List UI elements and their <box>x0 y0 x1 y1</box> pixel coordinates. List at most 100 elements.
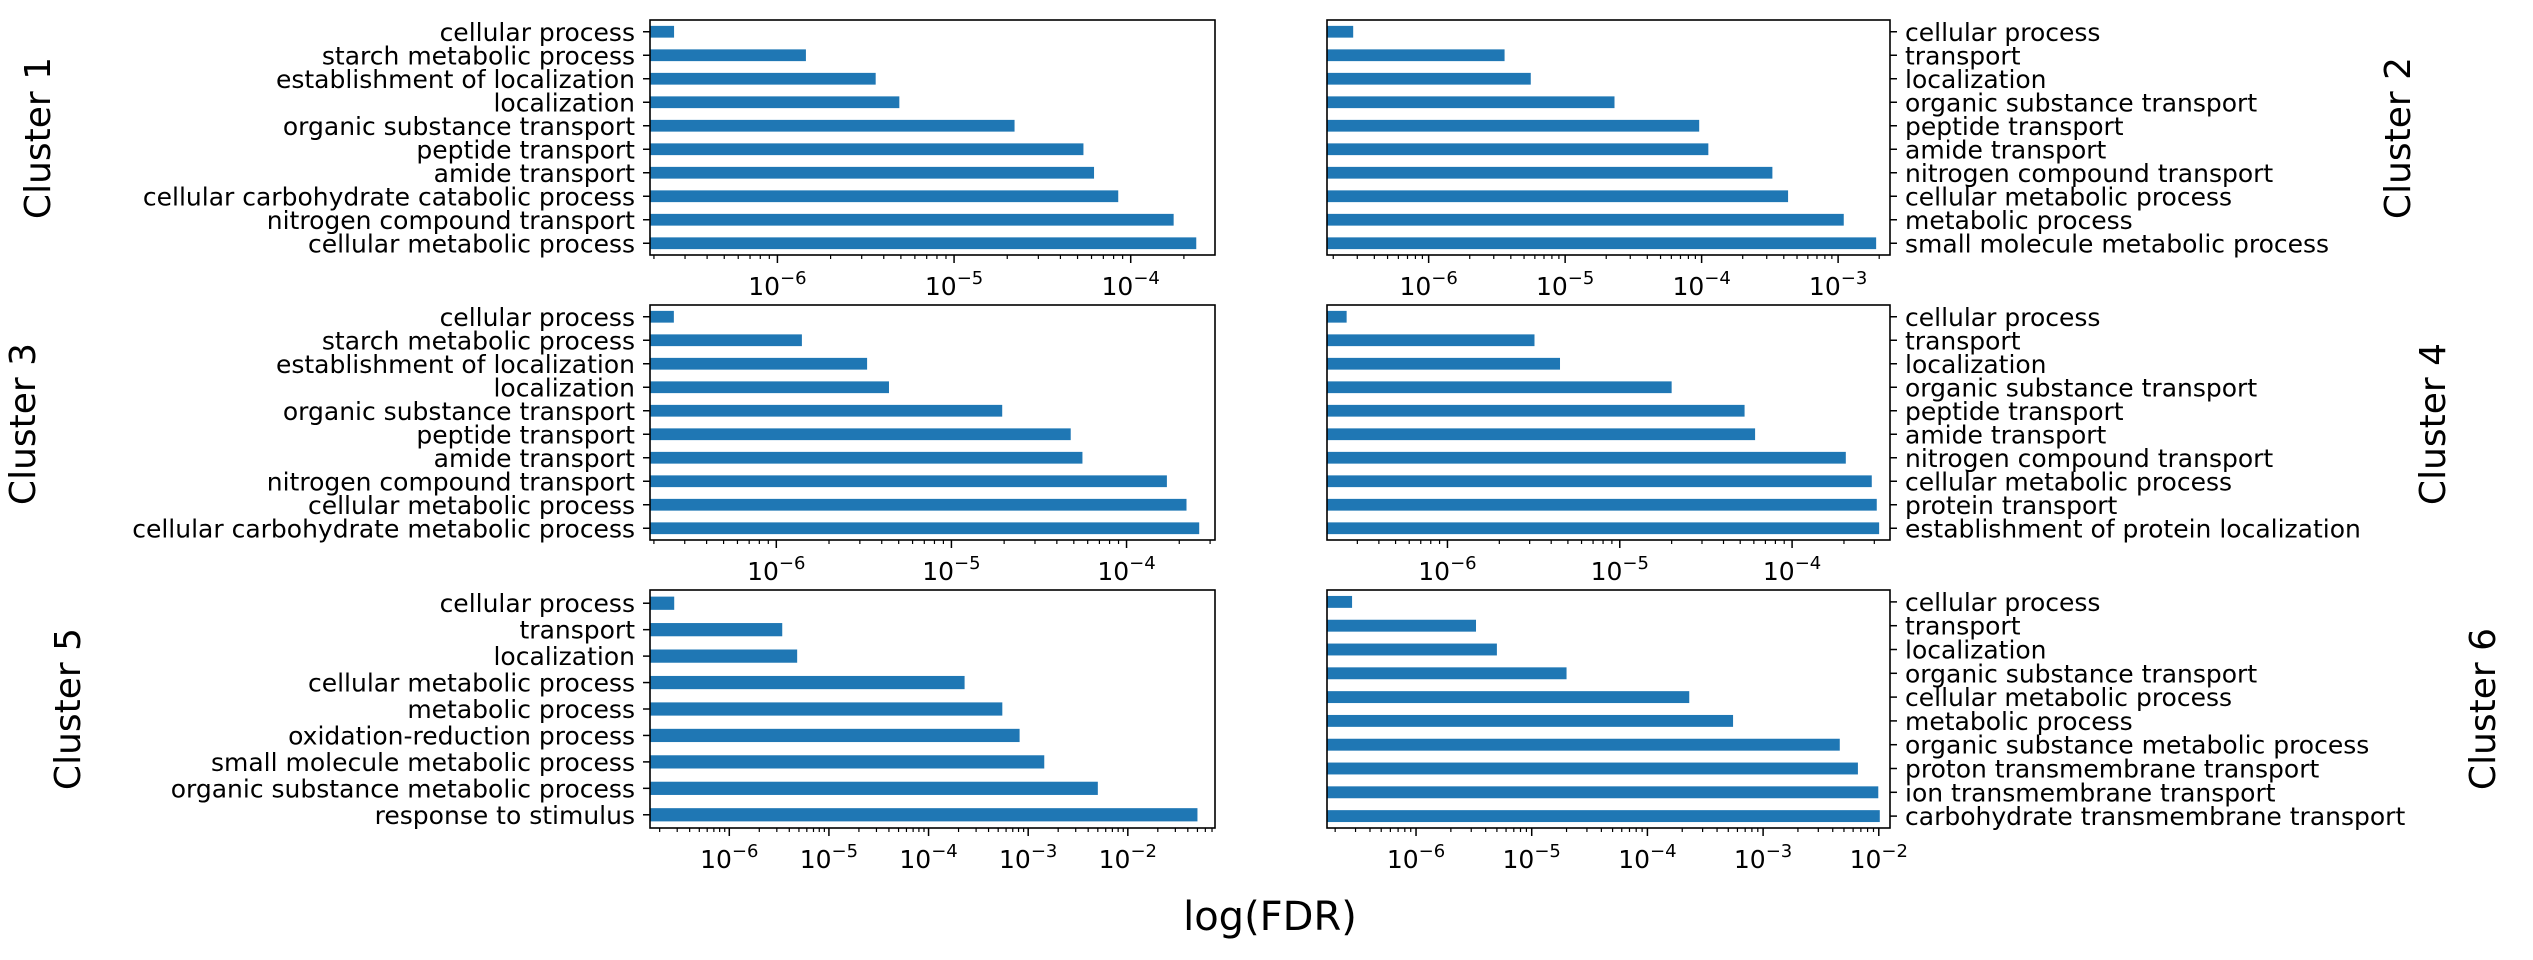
x-tick-label: 10−4 <box>1097 553 1155 586</box>
bar <box>1327 166 1773 179</box>
bar <box>1327 643 1497 656</box>
category-label: amide transport <box>434 444 636 473</box>
x-tick-label: 10−4 <box>1618 841 1676 874</box>
bar <box>650 381 889 394</box>
bar <box>650 357 868 370</box>
panel-title: Cluster 3 <box>3 343 44 505</box>
x-tick-label: 10−6 <box>700 841 758 874</box>
category-label: nitrogen compound transport <box>1905 159 2273 188</box>
category-label: nitrogen compound transport <box>267 467 635 496</box>
category-label: metabolic process <box>407 695 635 724</box>
bar <box>1327 310 1347 323</box>
bar <box>1327 381 1672 394</box>
bar <box>650 755 1045 769</box>
bar <box>1327 475 1872 488</box>
category-label: starch metabolic process <box>322 41 635 70</box>
x-tick-label: 10−4 <box>1102 268 1160 301</box>
category-label: metabolic process <box>1905 707 2133 736</box>
category-label: transport <box>1905 326 2021 355</box>
category-label: organic substance transport <box>1905 88 2257 117</box>
bar <box>1327 237 1877 250</box>
category-label: cellular metabolic process <box>1905 467 2232 496</box>
x-tick-label: 10−5 <box>922 553 980 586</box>
chart-panel: cellular processtransportlocalizationorg… <box>1326 18 2419 301</box>
bar <box>1327 404 1745 417</box>
axes-frame <box>649 19 1216 256</box>
category-label: cellular process <box>1905 303 2100 332</box>
x-tick-label: 10−3 <box>1734 841 1792 874</box>
panel-title: Cluster 5 <box>48 628 89 790</box>
bar <box>650 25 675 38</box>
category-label: response to stimulus <box>375 801 635 830</box>
category-label: organic substance metabolic process <box>171 774 635 803</box>
bar <box>1327 357 1561 370</box>
category-label: organic substance transport <box>283 397 635 426</box>
bar <box>650 522 1200 535</box>
category-label: amide transport <box>1905 135 2107 164</box>
category-label: cellular process <box>440 303 635 332</box>
bar <box>650 781 1098 795</box>
x-tick-label: 10−5 <box>1503 841 1561 874</box>
bar <box>650 190 1119 203</box>
bar <box>1327 619 1477 632</box>
bar <box>1327 119 1700 132</box>
bar <box>1327 786 1879 799</box>
bar <box>650 334 802 347</box>
bar <box>650 451 1083 464</box>
bar <box>650 237 1197 250</box>
bar <box>1327 667 1567 680</box>
x-tick-label: 10−2 <box>1099 841 1157 874</box>
bar <box>1327 190 1789 203</box>
x-tick-label: 10−5 <box>1536 268 1594 301</box>
x-tick-label: 10−3 <box>1809 268 1867 301</box>
bar <box>650 623 783 637</box>
bar <box>650 404 1003 417</box>
category-label: metabolic process <box>1905 206 2133 235</box>
category-label: peptide transport <box>416 135 635 164</box>
bar <box>650 475 1167 488</box>
chart-panel: cellular processtransportlocalizationorg… <box>1326 303 2454 586</box>
x-tick-label: 10−6 <box>748 268 806 301</box>
category-label: cellular carbohydrate metabolic process <box>132 514 635 543</box>
x-tick-label: 10−6 <box>1418 553 1476 586</box>
category-label: cellular process <box>440 589 635 618</box>
bar <box>1327 762 1858 775</box>
category-label: cellular carbohydrate catabolic process <box>143 182 635 211</box>
category-label: localization <box>493 88 635 117</box>
category-label: proton transmembrane transport <box>1905 755 2319 784</box>
x-tick-label: 10−2 <box>1850 841 1908 874</box>
x-tick-label: 10−5 <box>800 841 858 874</box>
x-tick-label: 10−5 <box>1591 553 1649 586</box>
category-label: starch metabolic process <box>322 326 635 355</box>
panel-title: Cluster 2 <box>2378 57 2419 219</box>
figure-xlabel: log(FDR) <box>1183 894 1357 940</box>
category-label: cellular metabolic process <box>308 229 635 258</box>
category-label: transport <box>1905 41 2021 70</box>
bar <box>650 649 798 663</box>
category-label: organic substance transport <box>283 112 635 141</box>
category-label: amide transport <box>434 159 636 188</box>
category-label: ion transmembrane transport <box>1905 778 2276 807</box>
chart-panel: cellular processtransportlocalizationorg… <box>1326 588 2504 874</box>
bar <box>1327 498 1877 511</box>
category-label: localization <box>1905 65 2047 94</box>
x-tick-label: 10−4 <box>899 841 957 874</box>
category-label: establishment of protein localization <box>1905 514 2361 543</box>
category-label: localization <box>1905 636 2047 665</box>
category-label: establishment of localization <box>276 350 635 379</box>
panel-title: Cluster 4 <box>2413 343 2454 505</box>
bar <box>650 728 1020 743</box>
panel-title: Cluster 6 <box>2463 628 2504 790</box>
category-label: establishment of localization <box>276 65 635 94</box>
category-label: cellular process <box>440 18 635 47</box>
bar <box>1327 810 1880 823</box>
category-label: small molecule metabolic process <box>211 748 635 777</box>
bar <box>1327 451 1846 464</box>
category-label: cellular process <box>1905 18 2100 47</box>
panel-title: Cluster 1 <box>18 57 59 219</box>
category-label: cellular process <box>1905 588 2100 617</box>
